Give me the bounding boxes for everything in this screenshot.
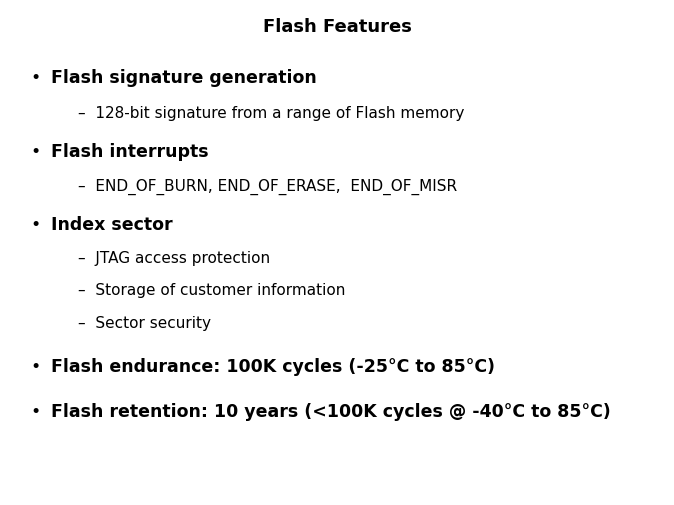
Text: Index sector: Index sector [51, 216, 172, 234]
Text: Flash Features: Flash Features [263, 18, 411, 36]
Text: •: • [30, 69, 40, 87]
Text: –  128-bit signature from a range of Flash memory: – 128-bit signature from a range of Flas… [78, 106, 464, 121]
Text: •: • [30, 142, 40, 161]
Text: Flash signature generation: Flash signature generation [51, 69, 316, 87]
Text: –  END_OF_BURN, END_OF_ERASE,  END_OF_MISR: – END_OF_BURN, END_OF_ERASE, END_OF_MISR [78, 179, 457, 195]
Text: Flash endurance: 100K cycles (-25°C to 85°C): Flash endurance: 100K cycles (-25°C to 8… [51, 357, 495, 375]
Text: Flash retention: 10 years (<100K cycles @ -40°C to 85°C): Flash retention: 10 years (<100K cycles … [51, 402, 610, 421]
Text: •: • [30, 402, 40, 421]
Text: •: • [30, 357, 40, 375]
Text: –  JTAG access protection: – JTAG access protection [78, 250, 270, 265]
Text: –  Sector security: – Sector security [78, 316, 210, 331]
Text: •: • [30, 216, 40, 234]
Text: –  Storage of customer information: – Storage of customer information [78, 283, 345, 298]
Text: Flash interrupts: Flash interrupts [51, 142, 208, 161]
